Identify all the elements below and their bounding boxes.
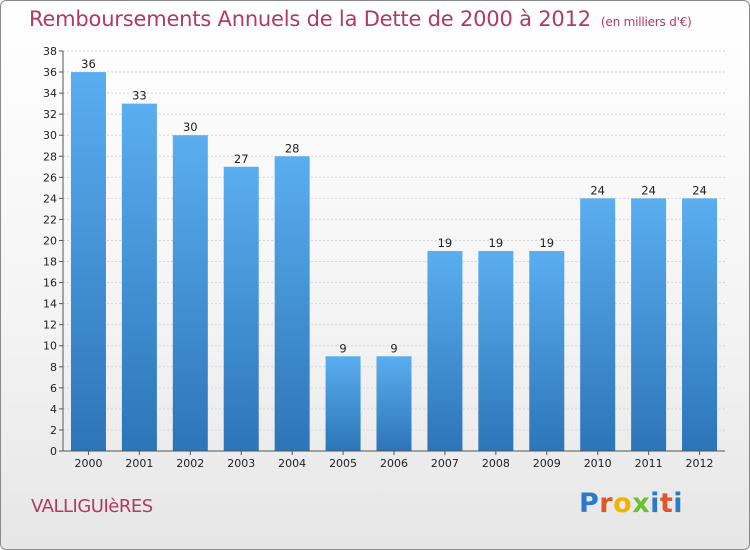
bar-value-label: 33 [132, 89, 147, 103]
x-tick-label: 2008 [482, 457, 510, 470]
bar-2002[interactable] [172, 135, 208, 452]
y-tick-label: 4 [50, 403, 57, 416]
bar-value-label: 19 [489, 236, 504, 250]
y-tick-label: 32 [43, 108, 57, 121]
bar-2004[interactable] [274, 156, 310, 451]
bar-2003[interactable] [223, 166, 259, 451]
bar-2006[interactable] [376, 356, 412, 451]
y-tick-label: 12 [43, 319, 57, 332]
chart-title: Remboursements Annuels de la Dette de 20… [29, 7, 692, 31]
x-tick-label: 2006 [380, 457, 408, 470]
x-tick-label: 2004 [278, 457, 306, 470]
logo-letter: i [650, 488, 660, 519]
bar-2009[interactable] [529, 251, 565, 451]
bar-2005[interactable] [325, 356, 361, 451]
bar-value-label: 9 [339, 341, 346, 355]
bar-value-label: 19 [539, 236, 554, 250]
y-tick-label: 34 [43, 87, 57, 100]
x-tick-label: 2011 [635, 457, 663, 470]
y-tick-label: 10 [43, 340, 57, 353]
bar-value-label: 9 [390, 341, 397, 355]
bar-value-label: 24 [692, 183, 707, 197]
logo-letter: i [673, 488, 684, 519]
bar-2012[interactable] [682, 198, 718, 451]
y-tick-label: 14 [43, 298, 57, 311]
y-tick-label: 18 [43, 256, 57, 269]
y-tick-label: 20 [43, 234, 57, 247]
bar-value-label: 19 [438, 236, 453, 250]
chart-subtitle: (en milliers d'€) [600, 15, 692, 29]
logo-letter: o [613, 488, 633, 519]
x-tick-label: 2005 [329, 457, 357, 470]
bar-value-label: 24 [590, 183, 605, 197]
x-tick-label: 2012 [686, 457, 714, 470]
y-tick-label: 26 [43, 171, 57, 184]
x-tick-label: 2007 [431, 457, 459, 470]
proxiti-logo[interactable]: Proxiti [579, 488, 683, 519]
x-tick-label: 2003 [227, 457, 255, 470]
y-tick-label: 24 [43, 192, 57, 205]
y-tick-label: 28 [43, 150, 57, 163]
logo-letter: P [579, 488, 600, 519]
y-tick-label: 30 [43, 129, 57, 142]
y-tick-label: 2 [50, 424, 57, 437]
bar-2000[interactable] [70, 72, 106, 451]
x-tick-label: 2002 [176, 457, 204, 470]
bar-2011[interactable] [631, 198, 667, 451]
bar-2007[interactable] [427, 251, 463, 451]
x-tick-label: 2001 [125, 457, 153, 470]
commune-name: VALLIGUIèRES [31, 496, 153, 517]
y-tick-label: 8 [50, 361, 57, 374]
bar-value-label: 24 [641, 183, 656, 197]
x-axis: 2000 2001 2002 2003 2004 2005 2006 2007 2008 2009… [63, 450, 725, 470]
bar-value-label: 30 [183, 120, 198, 134]
y-tick-label: 38 [43, 45, 57, 58]
x-tick-label: 2010 [584, 457, 612, 470]
y-tick-label: 16 [43, 277, 57, 290]
bars: 36 33 30 27 28 9 9 19 19 19 24 24 24 [70, 57, 718, 452]
y-tick-label: 22 [43, 213, 57, 226]
logo-letter: x [632, 488, 651, 519]
bar-value-label: 28 [285, 141, 300, 155]
bar-value-label: 27 [234, 152, 249, 166]
bar-2001[interactable] [121, 103, 157, 451]
y-tick-label: 6 [50, 382, 57, 395]
logo-letter: t [659, 488, 674, 519]
bar-2008[interactable] [478, 251, 514, 451]
y-tick-label: 0 [50, 445, 57, 458]
bar-2010[interactable] [580, 198, 616, 451]
x-tick-label: 2000 [74, 457, 102, 470]
x-tick-label: 2009 [533, 457, 561, 470]
bar-value-label: 36 [81, 57, 96, 71]
logo-letter: r [599, 488, 614, 519]
y-tick-label: 36 [43, 66, 57, 79]
chart-title-text: Remboursements Annuels de la Dette de 20… [29, 7, 591, 31]
